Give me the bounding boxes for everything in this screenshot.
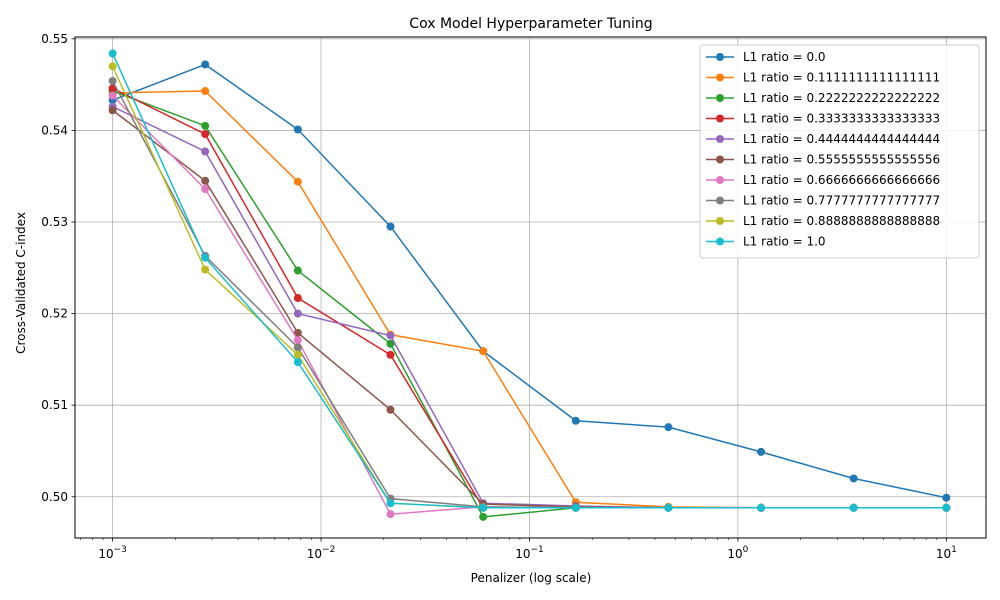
data-point <box>942 503 951 512</box>
legend-label: L1 ratio = 0.7777777777777777 <box>743 194 940 208</box>
x-tick-label: 100 <box>727 545 748 561</box>
data-point <box>108 49 117 58</box>
data-point <box>664 423 673 432</box>
series-0 <box>108 60 951 502</box>
y-tick-label: 0.52 <box>41 307 68 321</box>
legend-label: L1 ratio = 0.3333333333333333 <box>743 112 940 126</box>
data-point <box>293 266 302 275</box>
data-point <box>386 331 395 340</box>
data-point <box>201 60 210 69</box>
data-point <box>942 493 951 502</box>
data-point <box>849 474 858 483</box>
data-point <box>386 405 395 414</box>
legend-label: L1 ratio = 0.1111111111111111 <box>743 71 940 85</box>
data-point <box>293 125 302 134</box>
legend: L1 ratio = 0.0 L1 ratio = 0.1111111111111… <box>699 44 980 259</box>
legend-label: L1 ratio = 0.6666666666666666 <box>743 173 940 187</box>
data-point <box>386 339 395 348</box>
series-line <box>111 53 947 509</box>
data-point <box>479 512 488 521</box>
legend-label: L1 ratio = 1.0 <box>743 235 826 249</box>
legend-item: L1 ratio = 0.0 <box>706 50 826 64</box>
legend-marker <box>716 155 724 164</box>
data-point <box>757 503 766 512</box>
data-point <box>293 336 302 345</box>
data-point <box>386 499 395 508</box>
y-axis-label: Cross-Validated C-index <box>14 212 28 354</box>
data-point <box>201 121 210 130</box>
data-point <box>293 309 302 318</box>
legend-item: L1 ratio = 0.7777777777777777 <box>706 194 940 208</box>
data-point <box>293 328 302 337</box>
legend-marker <box>716 196 724 205</box>
legend-marker <box>716 73 724 82</box>
x-tick-label: 10−1 <box>515 545 544 561</box>
chart-title: Cox Model Hyperparameter Tuning <box>409 16 652 32</box>
legend-marker <box>716 135 724 143</box>
series-9 <box>108 49 951 512</box>
y-tick-label: 0.50 <box>41 490 68 504</box>
data-point <box>849 503 858 512</box>
legend-item: L1 ratio = 0.1111111111111111 <box>706 71 940 85</box>
x-tick-label: 101 <box>936 545 957 561</box>
data-point <box>293 358 302 367</box>
legend-item: L1 ratio = 0.5555555555555556 <box>706 153 940 167</box>
legend-marker <box>716 53 724 61</box>
data-point <box>386 510 395 519</box>
data-point <box>757 447 766 456</box>
legend-label: L1 ratio = 0.2222222222222222 <box>743 91 940 105</box>
y-axis-ticks: 0.50 0.51 0.52 0.53 0.54 0.55 <box>41 32 75 504</box>
data-point <box>201 185 210 194</box>
data-point <box>479 503 488 512</box>
data-point <box>293 294 302 303</box>
legend-item: L1 ratio = 0.6666666666666666 <box>706 173 940 187</box>
data-point <box>201 176 210 185</box>
data-point <box>386 222 395 231</box>
legend-item: L1 ratio = 1.0 <box>706 235 826 249</box>
data-point <box>571 416 580 425</box>
y-tick-label: 0.54 <box>41 123 68 137</box>
legend-item: L1 ratio = 0.2222222222222222 <box>706 91 940 105</box>
data-point <box>479 347 488 356</box>
legend-label: L1 ratio = 0.4444444444444444 <box>743 132 940 146</box>
data-point <box>201 130 210 139</box>
legend-label: L1 ratio = 0.0 <box>743 50 826 64</box>
data-point <box>293 350 302 359</box>
data-point <box>664 503 673 512</box>
legend-marker <box>716 114 724 123</box>
legend-marker <box>716 176 724 184</box>
legend-item: L1 ratio = 0.3333333333333333 <box>706 112 940 126</box>
plot-frame <box>74 36 987 539</box>
y-tick-label: 0.55 <box>41 32 68 46</box>
legend-label: L1 ratio = 0.5555555555555556 <box>743 153 940 167</box>
y-tick-label: 0.53 <box>41 215 68 229</box>
legend-marker <box>716 237 724 246</box>
x-tick-label: 10−3 <box>98 545 127 561</box>
data-point <box>108 91 117 100</box>
data-point <box>386 350 395 359</box>
legend-marker <box>716 217 724 225</box>
data-point <box>201 265 210 274</box>
y-tick-label: 0.51 <box>41 398 68 412</box>
data-point <box>108 62 117 71</box>
legend-marker <box>716 94 724 102</box>
legend-item: L1 ratio = 0.8888888888888888 <box>706 214 940 228</box>
series-line <box>112 63 947 499</box>
data-point <box>201 87 210 96</box>
data-point <box>108 106 117 115</box>
series-group <box>108 49 951 521</box>
data-point <box>201 147 210 156</box>
x-axis-label: Penalizer (log scale) <box>471 571 592 585</box>
x-tick-label: 10−2 <box>307 545 336 561</box>
data-point <box>571 503 580 512</box>
data-point <box>108 76 117 85</box>
legend-label: L1 ratio = 0.8888888888888888 <box>743 214 940 228</box>
legend-box <box>699 44 980 259</box>
data-point <box>293 343 302 352</box>
legend-item: L1 ratio = 0.4444444444444444 <box>706 132 940 146</box>
x-axis-ticks: 10−3 10−2 10−1 100 101 <box>98 538 957 561</box>
data-point <box>293 177 302 186</box>
data-point <box>201 253 210 262</box>
